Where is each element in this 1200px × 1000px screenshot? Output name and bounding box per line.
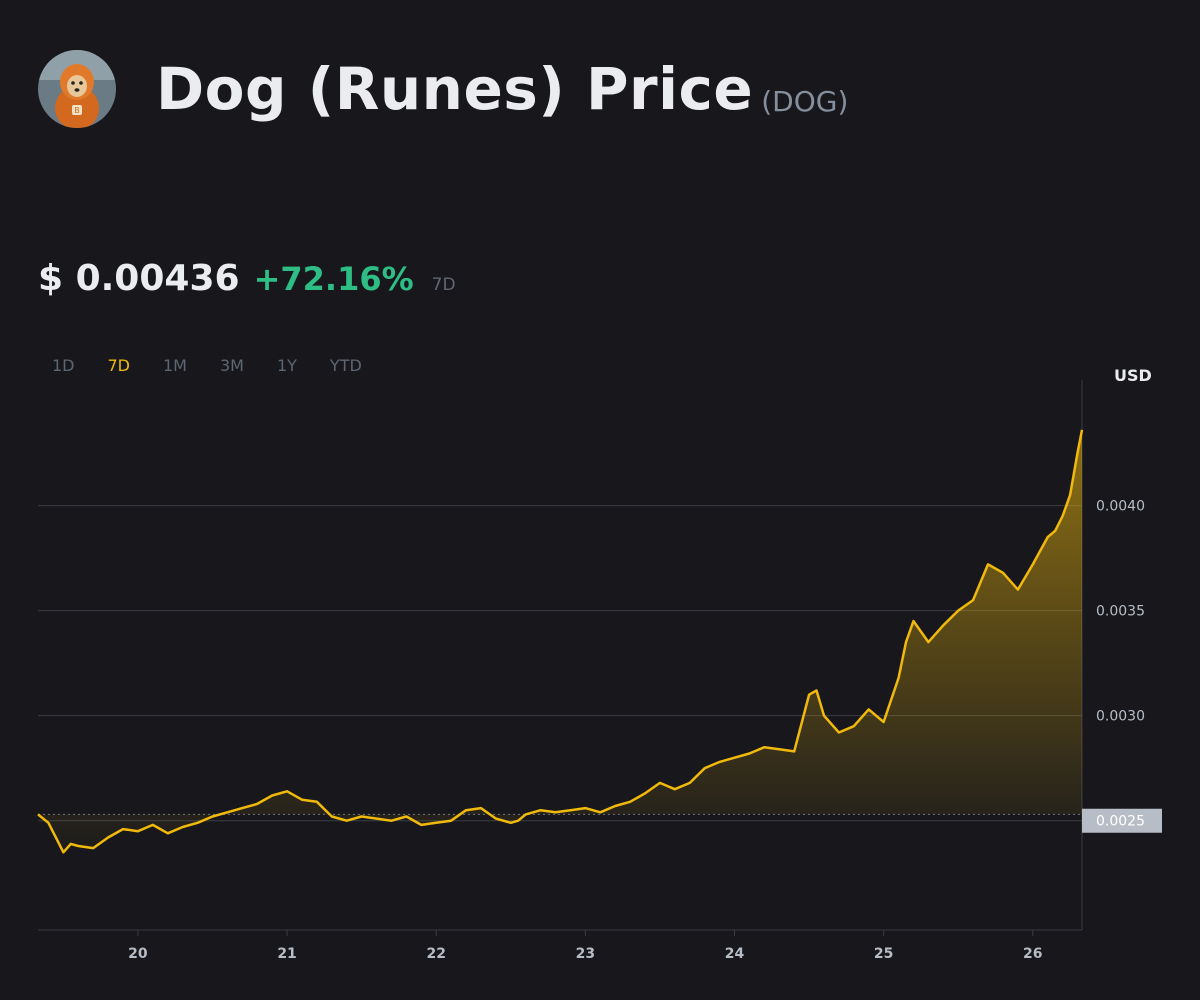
page-title: Dog (Runes) Price (156, 55, 754, 123)
svg-text:B: B (74, 106, 80, 115)
tab-7d[interactable]: 7D (107, 356, 131, 375)
tab-3m[interactable]: 3M (219, 356, 244, 375)
coin-header: B Dog (Runes) Price (DOG) (38, 44, 848, 134)
price-area-fill (38, 429, 1082, 853)
x-tick-label: 22 (426, 946, 445, 962)
x-tick-label: 24 (725, 946, 745, 962)
coin-symbol: (DOG) (761, 85, 849, 118)
current-price: $ 0.00436 (38, 258, 240, 299)
tab-1m[interactable]: 1M (163, 356, 187, 375)
tab-ytd[interactable]: YTD (329, 356, 362, 375)
price-summary: $ 0.00436 +72.16% 7D (38, 258, 456, 299)
current-value-label: 0.0025 (1096, 814, 1145, 830)
y-tick-label: 0.0030 (1096, 709, 1145, 725)
x-tick-label: 21 (277, 946, 296, 962)
y-tick-label: 0.0035 (1096, 604, 1145, 620)
x-tick-label: 23 (576, 946, 595, 962)
currency-label: USD (1114, 366, 1152, 385)
y-tick-label: 0.0040 (1096, 499, 1145, 515)
price-line (37, 429, 1084, 854)
tab-1d[interactable]: 1D (52, 356, 75, 375)
timeframe-tabs: 1D 7D 1M 3M 1Y YTD (52, 356, 395, 375)
x-tick-label: 26 (1023, 946, 1042, 962)
tab-1y[interactable]: 1Y (276, 356, 297, 375)
x-tick-label: 25 (874, 946, 893, 962)
price-change: +72.16% (253, 260, 414, 298)
change-period: 7D (431, 275, 456, 295)
x-tick-label: 20 (128, 946, 148, 962)
current-value-box (1082, 808, 1162, 833)
